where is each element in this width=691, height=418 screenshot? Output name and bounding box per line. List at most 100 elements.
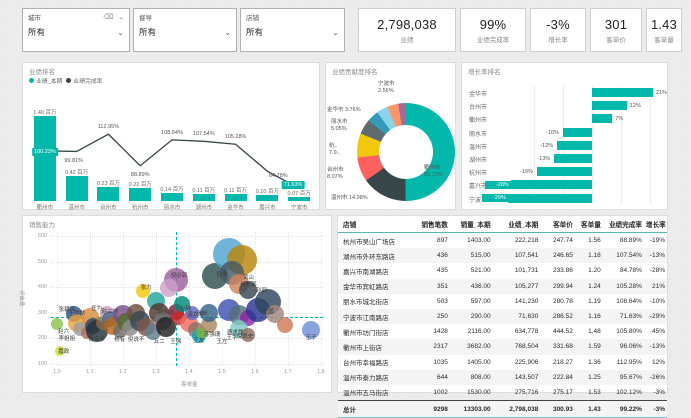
- data-bubble[interactable]: [241, 327, 256, 342]
- data-bubble[interactable]: [185, 305, 200, 320]
- bar-温州市[interactable]: [557, 140, 592, 150]
- line-value-label: 100.23%: [32, 147, 58, 156]
- bar-嘉兴市[interactable]: [256, 194, 279, 201]
- donut-callout-label: 温州市 14.98%: [331, 195, 368, 202]
- data-bubble[interactable]: [135, 284, 150, 299]
- table-cell: 宁波市江南路店: [343, 314, 389, 322]
- slicer-city-dropdown[interactable]: 所有 ⌄: [23, 22, 129, 38]
- column-header[interactable]: 客单价: [540, 216, 575, 233]
- category-label: 衢州市: [469, 118, 488, 125]
- table-cell: 300.93: [540, 400, 575, 418]
- column-header[interactable]: 业绩完成率: [602, 216, 644, 233]
- kpi-label: 业绩完成率: [476, 36, 510, 44]
- bar-金华市[interactable]: [224, 194, 247, 201]
- table-cell: 3682.00: [467, 343, 491, 351]
- table-row[interactable]: 台州市幸福路店 1035 1405.00 225,906 218.27 1.36 112.9…: [338, 355, 667, 370]
- bar-嘉兴市[interactable]: [510, 180, 592, 190]
- table-cell: -28%: [649, 267, 665, 275]
- table-cell: 1.16: [588, 313, 601, 321]
- x-tick-label: 1.4: [185, 369, 193, 375]
- data-bubble[interactable]: [155, 317, 176, 338]
- category-label: 金华市: [469, 92, 488, 98]
- table-row[interactable]: 嘉兴市南湖路店 435 521.00 101,731 233.86 1.20 84.78% -…: [338, 263, 667, 278]
- callout-line: 宁波市: [378, 81, 395, 87]
- line-value-label: 84.78%: [269, 173, 288, 180]
- bar-value-label: 0.11 百万: [192, 188, 216, 195]
- table-cell: 143,507: [514, 373, 539, 381]
- bar-衢州市[interactable]: [33, 116, 56, 201]
- slicer-store-dropdown[interactable]: 所有 ⌄: [241, 22, 344, 38]
- bubble-label: 倪多: [216, 271, 228, 278]
- table-row[interactable]: 金华市宾虹路店 351 436.00 105,277 299.94 1.24 105.28%…: [338, 278, 667, 294]
- x-axis-label: 嘉兴市: [259, 205, 276, 211]
- bar-杭州市[interactable]: [129, 187, 152, 201]
- data-bubble[interactable]: [302, 321, 321, 340]
- table-cell: 435: [436, 267, 448, 275]
- bar-台州市[interactable]: [592, 101, 627, 111]
- column-header[interactable]: 增长率: [643, 216, 667, 233]
- bar-宁波市[interactable]: [288, 196, 311, 201]
- bubble-label: 王洪然: [68, 311, 86, 318]
- table-row[interactable]: 宁波市江南路店 250 290.00 71,630 286.52 1.16 71.63% -2…: [338, 308, 667, 325]
- y-tick-label: 100: [37, 361, 47, 367]
- bar-衢州市[interactable]: [592, 114, 613, 124]
- data-bubble[interactable]: [239, 281, 258, 300]
- chevron-down-icon[interactable]: ⌄: [118, 14, 124, 21]
- column-header[interactable]: 店铺: [338, 216, 417, 233]
- column-header[interactable]: 销量_本期: [449, 216, 493, 233]
- bar-宁波市[interactable]: [507, 193, 592, 203]
- x-axis-label: 金华市: [227, 205, 244, 211]
- data-bubble[interactable]: [276, 317, 293, 334]
- callout-line: 金华市 3.76%: [327, 107, 361, 113]
- table-row[interactable]: 温州市泰力路店 644 808.00 143,507 222.84 1.25 95.67% -…: [338, 369, 667, 385]
- bubble-label: 杨有: [114, 336, 126, 343]
- chevron-down-icon[interactable]: ⌄: [332, 27, 339, 37]
- x-tick-label: 1.6: [251, 369, 259, 375]
- bar-湖州市[interactable]: [192, 194, 215, 201]
- table-cell: 总计: [338, 400, 417, 418]
- table-row[interactable]: 温州市五马街店 1002 1530.00 275,716 275.17 1.53 102.1…: [338, 385, 667, 401]
- bar-丽水市[interactable]: [161, 192, 183, 201]
- table-cell: 丽水市城北街店: [343, 299, 389, 307]
- bar-温州市[interactable]: [65, 175, 88, 201]
- bar-台州市[interactable]: [97, 187, 120, 201]
- table-cell: 9298: [416, 400, 450, 418]
- eraser-icon[interactable]: ⌫: [103, 14, 114, 21]
- chevron-down-icon[interactable]: ⌄: [224, 27, 231, 37]
- table-cell: 71,630: [518, 313, 539, 321]
- data-bubble[interactable]: [199, 303, 218, 322]
- data-bubble[interactable]: [160, 278, 179, 297]
- data-bubble[interactable]: [55, 345, 66, 356]
- table-cell: -29%: [649, 313, 665, 321]
- kpi-card-completion-rate: 99% 业绩完成率: [460, 8, 526, 52]
- bar-金华市[interactable]: [592, 88, 653, 97]
- chevron-down-icon[interactable]: ⌄: [117, 27, 124, 37]
- donut-callout-label: 衢州市 50.15%: [424, 165, 443, 178]
- x-tick-label: 1.7: [284, 369, 292, 375]
- slicer-supervisor-label: 督导: [139, 15, 152, 22]
- gridline: [51, 364, 323, 365]
- table-cell: 644: [436, 373, 448, 381]
- table-row[interactable]: 衢州市上街店 2317 3682.00 768,504 331.68 1.59 96.06%…: [338, 339, 667, 355]
- table-cell: 108.64%: [616, 297, 642, 305]
- gridline: [51, 236, 323, 237]
- bar-丽水市[interactable]: [563, 127, 592, 137]
- slicer-supervisor-dropdown[interactable]: 所有 ⌄: [134, 22, 236, 38]
- table-cell: 金华市宾虹路店: [343, 284, 389, 292]
- table-row[interactable]: 杭州市吴山广场店 897 1403.00 222,218 247.74 1.56 88.89…: [338, 233, 667, 249]
- table-row[interactable]: 衢州市坊门街店 1428 2116.00 634,778 444.52 1.48 105.8…: [338, 324, 667, 339]
- table-cell: 2,798,038: [492, 400, 541, 418]
- column-header[interactable]: 客单量: [574, 216, 603, 233]
- table-row[interactable]: 湖州市外环东路店 436 515.00 107,541 246.65 1.18 107.54…: [338, 248, 667, 264]
- bubble-label: 李姐姐: [58, 335, 76, 342]
- table-cell: 湖州市外环东路店: [343, 253, 395, 261]
- slicer-city-label: 城市: [28, 15, 41, 22]
- column-header[interactable]: 销售笔数: [416, 216, 450, 233]
- column-header[interactable]: 业绩_本期: [492, 216, 541, 233]
- table-row[interactable]: 丽水市城北街店 503 597.00 141,230 280.78 1.19 108.64%…: [338, 294, 667, 309]
- bar-湖州市[interactable]: [554, 154, 592, 163]
- bar-杭州市[interactable]: [536, 167, 592, 177]
- table-cell: -3%: [643, 400, 667, 418]
- category-label: 丽水市: [469, 131, 488, 138]
- data-bubble[interactable]: [51, 318, 63, 331]
